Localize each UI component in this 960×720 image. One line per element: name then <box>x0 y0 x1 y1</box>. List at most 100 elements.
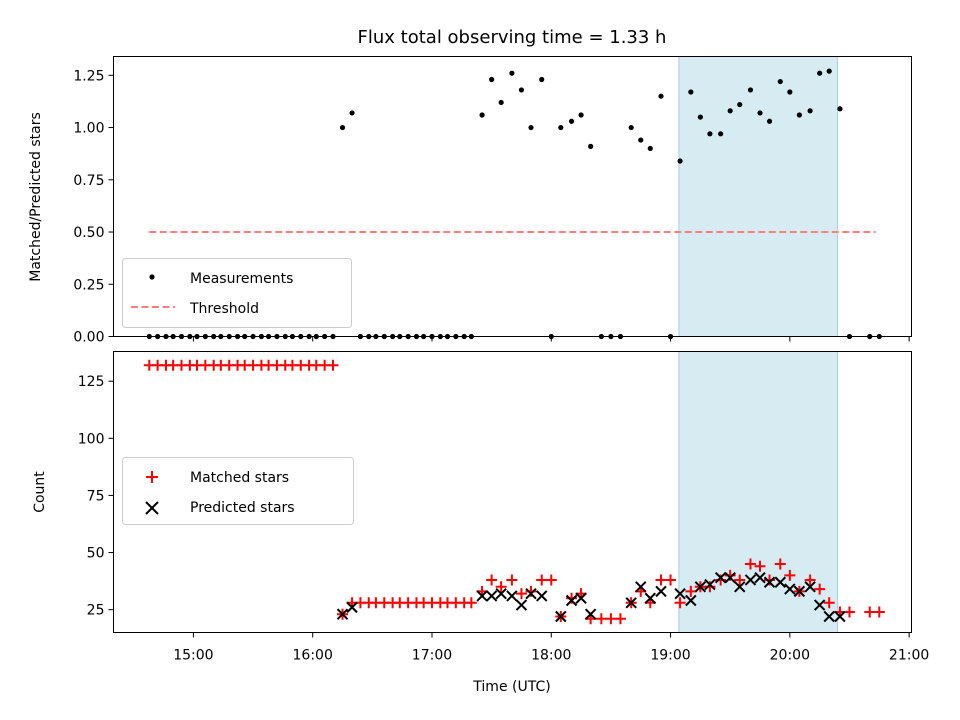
predicted-star-point <box>724 571 736 584</box>
matched-star-point <box>823 597 835 609</box>
matched-star-point <box>566 592 578 604</box>
bottom-y-tick-label: 75 <box>87 488 105 504</box>
predicted-star-point <box>784 583 796 595</box>
bottom-y-axis-label: Count <box>32 471 48 513</box>
x-tick-label: 21:00 <box>889 648 929 664</box>
x-tick-label: 20:00 <box>770 648 810 664</box>
matched-star-point <box>754 560 766 572</box>
matched-star-point <box>814 583 826 595</box>
predicted-star-point <box>644 592 656 604</box>
top-y-tick-label: 0.75 <box>73 173 104 189</box>
predicted-star-point <box>346 601 358 614</box>
matched-star-point <box>734 574 746 586</box>
matched-star-point <box>784 569 796 581</box>
measurement-point <box>796 112 802 118</box>
top-axes: 0.00 0.25 0.50 0.75 1.00 1.25 <box>73 68 910 346</box>
measurement-point <box>727 108 733 114</box>
predicted-star-point <box>694 581 707 593</box>
x-tick-label: 18:00 <box>531 648 571 664</box>
matched-star-point <box>873 606 885 618</box>
measurement-point <box>518 87 525 93</box>
measurement-point <box>757 110 763 116</box>
measurement-point <box>677 158 683 164</box>
matched-star-point <box>674 597 686 609</box>
measurement-point <box>658 93 664 99</box>
measurement-point <box>339 124 346 131</box>
measurement-point <box>837 106 843 112</box>
matched-star-point <box>495 581 507 593</box>
measurement-point <box>349 110 355 116</box>
x-tick-label: 15:00 <box>173 648 213 664</box>
measurement-point <box>479 112 485 118</box>
measurement-point <box>628 124 634 131</box>
top-highlight-span <box>678 56 839 337</box>
top-y-tick-label: 0.25 <box>73 277 104 293</box>
predicted-star-point <box>635 581 647 593</box>
bottom-legend-box <box>122 457 354 525</box>
bottom-panel-count: 25 50 75 100 125 15:00 16:00 17:00 18:00 19:00 20:… <box>32 351 929 695</box>
measurement-point <box>647 145 653 152</box>
predicted-star-point <box>813 599 826 611</box>
predicted-star-point <box>525 587 537 600</box>
legend-predicted-label: Predicted stars <box>190 500 295 516</box>
predicted-star-point <box>625 597 637 609</box>
measurement-point <box>766 118 773 124</box>
legend-threshold-label: Threshold <box>189 301 259 317</box>
predicted-star-point <box>704 578 716 591</box>
matched-star-point <box>525 585 537 597</box>
top-plot-frame <box>113 56 912 337</box>
predicted-star-point <box>763 576 776 588</box>
predicted-star-point <box>565 594 578 607</box>
predicted-star-point <box>476 590 488 602</box>
legend-predicted-marker <box>145 501 159 515</box>
matched-star-point <box>864 606 876 618</box>
predicted-star-point <box>555 610 567 623</box>
predicted-star-point <box>714 571 727 584</box>
measurement-point <box>578 112 584 118</box>
predicted-star-point <box>823 610 835 623</box>
measurement-point <box>826 68 832 74</box>
top-legend: Measurements Threshold <box>122 258 352 328</box>
bottom-y-tick-label: 125 <box>78 374 105 390</box>
measurement-point <box>528 124 534 131</box>
x-axis-label: Time (UTC) <box>472 679 550 695</box>
bottom-y-tick-label: 25 <box>87 603 105 619</box>
measurement-point <box>588 143 594 149</box>
matched-star-point <box>465 597 477 609</box>
legend-measurements-marker <box>149 274 155 280</box>
measurement-point <box>747 87 754 93</box>
matched-star-point <box>486 574 498 586</box>
bottom-y-tick-label: 50 <box>87 546 105 562</box>
measurement-point <box>638 137 644 143</box>
measurement-point <box>509 70 515 76</box>
measurement-point <box>498 99 504 106</box>
matched-star-point <box>536 574 548 586</box>
measurement-point <box>718 131 724 137</box>
matched-star-point <box>614 613 626 625</box>
measurement-point <box>688 89 694 95</box>
top-y-tick-label: 0.00 <box>73 330 104 346</box>
predicted-star-point <box>506 590 518 602</box>
measurement-point <box>777 78 783 85</box>
matched-star-point <box>605 613 617 625</box>
matched-star-point <box>744 558 756 570</box>
matched-star-point <box>843 606 855 618</box>
predicted-star-point <box>804 581 816 593</box>
measurement-point <box>489 76 495 83</box>
measurement-point <box>539 76 545 83</box>
predicted-star-point <box>674 587 686 600</box>
predicted-star-point <box>774 576 786 588</box>
top-legend-box <box>122 258 352 328</box>
measurement-point <box>787 89 793 95</box>
predicted-star-point <box>336 608 349 620</box>
matched-star-point <box>506 574 518 586</box>
top-y-tick-label: 1.25 <box>73 68 104 84</box>
predicted-star-point <box>655 585 667 598</box>
matched-star-point <box>804 574 816 586</box>
x-tick-label: 19:00 <box>650 648 690 664</box>
predicted-star-point <box>744 574 757 586</box>
matched-star-point <box>515 588 527 600</box>
measurement-point <box>707 131 713 137</box>
measurement-point <box>558 124 564 131</box>
